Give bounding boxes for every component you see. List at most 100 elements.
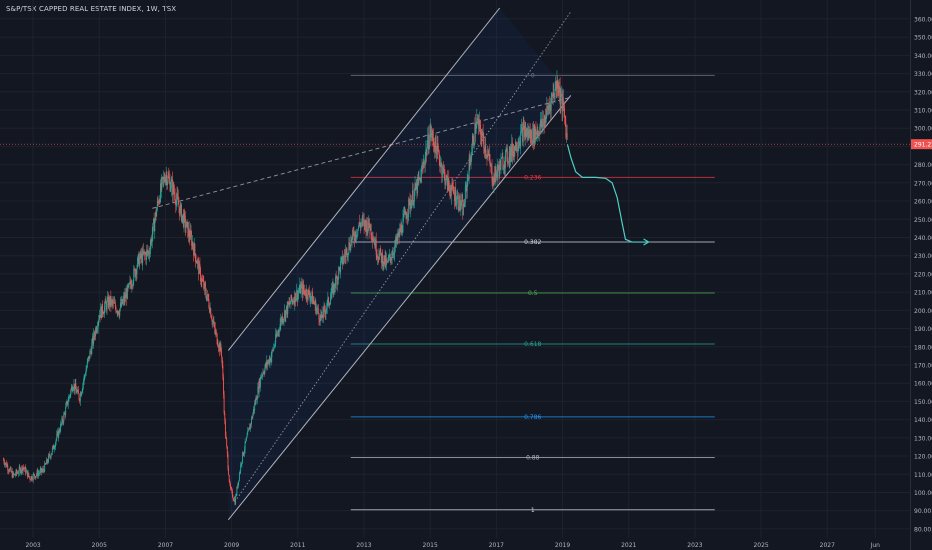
candle-body xyxy=(140,253,142,258)
candle-body xyxy=(286,305,288,314)
candle-body xyxy=(466,185,468,192)
candle-body xyxy=(20,470,22,473)
candle-body xyxy=(161,177,163,179)
candle-body xyxy=(13,474,15,476)
candle-body xyxy=(320,314,322,319)
candle-body xyxy=(538,133,540,136)
candle-body xyxy=(285,309,287,319)
candle-body xyxy=(391,257,393,259)
candle-body xyxy=(483,147,485,153)
candle-body xyxy=(191,235,193,246)
candle-body xyxy=(32,479,34,481)
candle-body xyxy=(476,118,478,128)
candle-body xyxy=(524,130,526,138)
candle-body xyxy=(57,431,59,438)
candle-body xyxy=(512,151,514,157)
price-axis[interactable]: 80.00 90.00 100.00 110.00 120.00 130.00 140.00… xyxy=(914,16,932,533)
candle-body xyxy=(120,303,122,307)
price-tick-label: 260.00 xyxy=(914,199,932,206)
projection-arrowhead xyxy=(643,238,650,246)
candle-body xyxy=(105,300,107,304)
candle-body xyxy=(306,289,308,298)
candle-body xyxy=(405,210,406,215)
price-tick-label: 180.00 xyxy=(914,344,932,351)
candle-body xyxy=(427,134,429,147)
candle-body xyxy=(401,232,403,234)
time-axis[interactable]: 2003 2005 2007 2009 2011 2013 2015 2017 2019 2021… xyxy=(25,542,880,549)
candle-body xyxy=(41,468,42,472)
candle-body xyxy=(116,311,118,313)
projection-arrow[interactable] xyxy=(566,144,650,246)
candle-body xyxy=(62,418,63,423)
candle-body xyxy=(370,224,372,235)
candle-body xyxy=(109,297,111,305)
candle-body xyxy=(267,362,269,365)
candle-body xyxy=(273,346,275,351)
candle-body xyxy=(289,303,291,305)
candle-body xyxy=(5,462,7,464)
candle-body xyxy=(350,239,352,250)
candle-body xyxy=(407,213,409,217)
candle-body xyxy=(303,284,305,290)
candle-body xyxy=(324,307,326,312)
candle-body xyxy=(288,302,290,305)
candle-body xyxy=(361,218,363,223)
candle-body xyxy=(559,86,561,104)
candle-body xyxy=(469,161,471,165)
candle-body xyxy=(212,320,214,323)
candle-body xyxy=(553,95,555,98)
candle-body xyxy=(128,283,130,285)
candle-body xyxy=(299,284,301,291)
candle-body xyxy=(405,214,407,220)
candle-body xyxy=(418,177,420,181)
candle-body xyxy=(450,193,452,197)
candle-body xyxy=(539,126,541,136)
candle-body xyxy=(71,386,73,392)
price-tick-label: 170.00 xyxy=(914,362,932,369)
candle-body xyxy=(420,169,422,183)
candle-body xyxy=(245,437,247,442)
candle-body xyxy=(515,141,517,151)
candle-body xyxy=(338,267,340,268)
candle-body xyxy=(419,177,420,179)
candle-body xyxy=(461,199,463,201)
candle-body xyxy=(298,291,300,293)
candle-body xyxy=(193,244,195,256)
candle-body xyxy=(51,452,53,455)
candle-body xyxy=(266,360,268,365)
candle-body xyxy=(343,255,345,262)
candle-body xyxy=(176,193,178,200)
candle-body xyxy=(13,472,14,476)
candle-body xyxy=(202,279,203,281)
regression-channel[interactable] xyxy=(152,7,572,521)
candle-body xyxy=(386,259,388,262)
candle-body xyxy=(528,129,530,138)
candle-body xyxy=(529,129,531,137)
candle-body xyxy=(116,311,118,313)
candle-body xyxy=(233,499,235,501)
candle-body xyxy=(486,154,488,158)
candle-body xyxy=(8,470,10,472)
candle-body xyxy=(20,468,21,473)
fib-retracement[interactable]: 0 0.236 0.382 0.5 0.618 0.786 0.88 1 xyxy=(350,72,715,514)
candle-body xyxy=(75,383,77,390)
candle-body xyxy=(46,459,48,463)
candle-body xyxy=(553,92,555,96)
candle-body xyxy=(284,310,286,319)
candle-body xyxy=(226,438,228,447)
candle-body xyxy=(447,178,449,191)
candle-body xyxy=(91,337,93,344)
candle-body xyxy=(310,297,312,301)
candle-body xyxy=(261,374,263,376)
candle-body xyxy=(112,301,114,304)
candle-body xyxy=(451,182,453,190)
candle-body xyxy=(540,120,542,127)
candle-body xyxy=(454,193,455,201)
candle-body xyxy=(113,301,115,304)
candle-body xyxy=(437,143,439,150)
candle-body xyxy=(275,334,277,344)
candle-body xyxy=(28,472,30,477)
candle-body xyxy=(558,90,560,93)
candle-body xyxy=(491,166,493,182)
